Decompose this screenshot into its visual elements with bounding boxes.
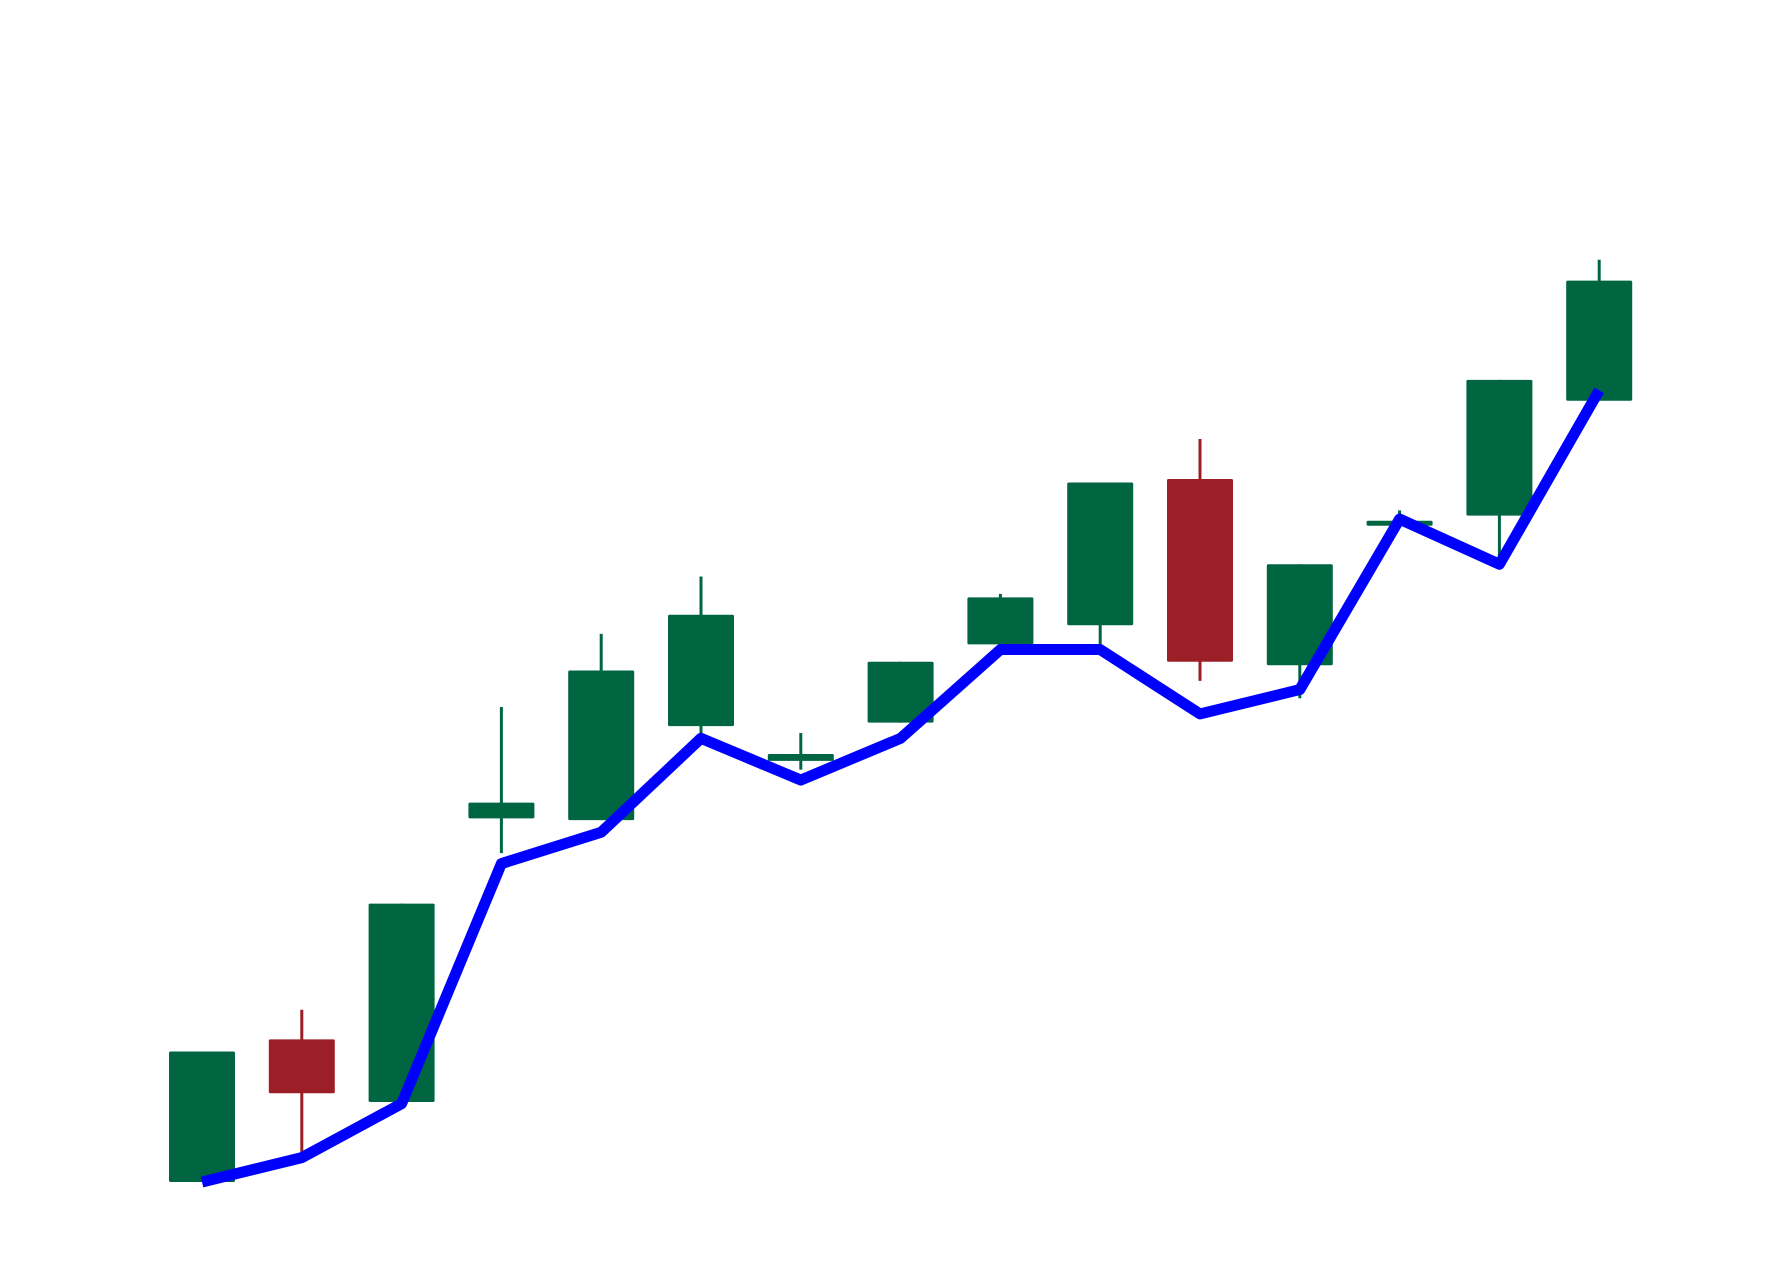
candle-1 xyxy=(169,1051,235,1182)
candle-14 xyxy=(1466,379,1533,563)
candle-3 xyxy=(368,903,435,1102)
candle-15 xyxy=(1566,259,1633,401)
candle-body xyxy=(668,614,734,727)
candle-body xyxy=(1566,280,1633,401)
candle-11 xyxy=(1167,439,1233,681)
candle-body xyxy=(767,753,834,761)
candle-6 xyxy=(668,576,734,744)
candle-body xyxy=(368,903,435,1102)
line-layer xyxy=(200,387,1604,1188)
candle-body xyxy=(1067,482,1134,626)
candle-4 xyxy=(468,706,535,854)
candle-body xyxy=(1167,479,1233,662)
candles-layer xyxy=(169,259,1633,1182)
candle-body xyxy=(169,1051,235,1182)
candle-5 xyxy=(568,633,635,821)
candle-body xyxy=(967,597,1034,645)
candle-body xyxy=(1466,379,1533,516)
candle-7 xyxy=(767,733,834,770)
candle-12 xyxy=(1266,564,1333,699)
candle-body xyxy=(568,670,635,821)
candle-body xyxy=(268,1039,335,1094)
candle-9 xyxy=(967,593,1034,645)
candle-10 xyxy=(1067,482,1134,647)
candle-2 xyxy=(268,1009,335,1153)
candle-body xyxy=(468,802,535,819)
candle-body xyxy=(1266,564,1333,666)
candle-8 xyxy=(867,661,934,723)
candle-body xyxy=(867,661,934,723)
overlay-line xyxy=(200,387,1604,1188)
